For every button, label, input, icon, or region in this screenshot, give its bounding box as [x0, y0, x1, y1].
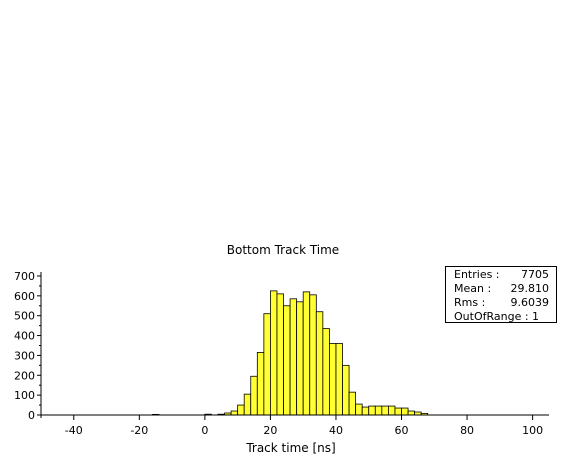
stats-rms-value: 9.6039 — [510, 296, 550, 309]
histogram-bar — [230, 410, 239, 416]
stats-outofrange: OutOfRange : 1 — [454, 310, 540, 323]
x-tick-label: 40 — [329, 424, 343, 437]
x-tick-label: 100 — [522, 424, 543, 437]
y-tick-label: 100 — [14, 389, 35, 402]
y-tick-label: 500 — [14, 310, 35, 323]
histogram-bar — [309, 294, 317, 416]
histogram-bar — [250, 375, 258, 416]
histogram-bar — [302, 291, 311, 416]
stats-rms-label: Rms : — [454, 296, 486, 309]
histogram-bar — [374, 405, 383, 416]
stats-rms-row: Rms : 9.6039 — [454, 296, 549, 310]
histogram-bar — [289, 298, 298, 416]
histogram-bar — [256, 352, 265, 416]
stats-mean-value: 29.810 — [510, 282, 550, 295]
histogram-bar — [381, 405, 389, 416]
histogram-bar — [315, 311, 324, 416]
histogram-bar — [263, 313, 271, 416]
stats-entries-label: Entries : — [454, 268, 500, 281]
histogram-bar — [237, 404, 245, 416]
stats-mean-label: Mean : — [454, 282, 492, 295]
x-tick-label: 0 — [201, 424, 208, 437]
histogram-bar — [348, 391, 357, 416]
histogram-bars — [152, 290, 429, 416]
y-tick-label: 600 — [14, 290, 35, 303]
y-tick-label: 700 — [14, 270, 35, 283]
y-tick-label: 400 — [14, 330, 35, 343]
histogram-bar — [401, 407, 409, 416]
histogram-bar — [361, 406, 370, 416]
axes: 0 100 200 300 400 500 600 700 -40 -20 0 20 40 60 80 100 — [14, 270, 549, 437]
stats-outofrange-row: OutOfRange : 1 — [454, 310, 549, 324]
histogram-bar — [276, 293, 284, 416]
x-tick-label: -40 — [65, 424, 83, 437]
x-tick-label: -20 — [130, 424, 148, 437]
x-tick-label: 60 — [395, 424, 409, 437]
y-tick-label: 300 — [14, 349, 35, 362]
histogram-bar — [243, 393, 252, 416]
chart-title: Bottom Track Time — [227, 243, 339, 257]
stats-box: Entries : 7705 Mean : 29.810 Rms : 9.603… — [445, 266, 557, 323]
y-tick-label: 0 — [28, 409, 35, 422]
histogram-bar — [335, 343, 343, 416]
histogram-bar — [388, 405, 396, 416]
histogram-bar — [322, 328, 330, 416]
stats-mean-row: Mean : 29.810 — [454, 282, 549, 296]
x-tick-label: 20 — [263, 424, 277, 437]
histogram-bar — [270, 290, 278, 416]
histogram-bar — [296, 301, 304, 416]
histogram-bar — [283, 305, 291, 416]
stats-entries-value: 7705 — [521, 268, 549, 281]
histogram-bar — [407, 410, 416, 416]
x-axis-label: Track time [ns] — [245, 441, 335, 455]
stats-entries-row: Entries : 7705 — [454, 268, 549, 282]
histogram-bar — [329, 343, 337, 416]
histogram-bar — [355, 403, 363, 416]
histogram-bar — [368, 405, 376, 416]
histogram-bar — [394, 407, 402, 416]
histogram-bar — [342, 364, 350, 416]
y-tick-label: 200 — [14, 369, 35, 382]
x-tick-label: 80 — [460, 424, 474, 437]
